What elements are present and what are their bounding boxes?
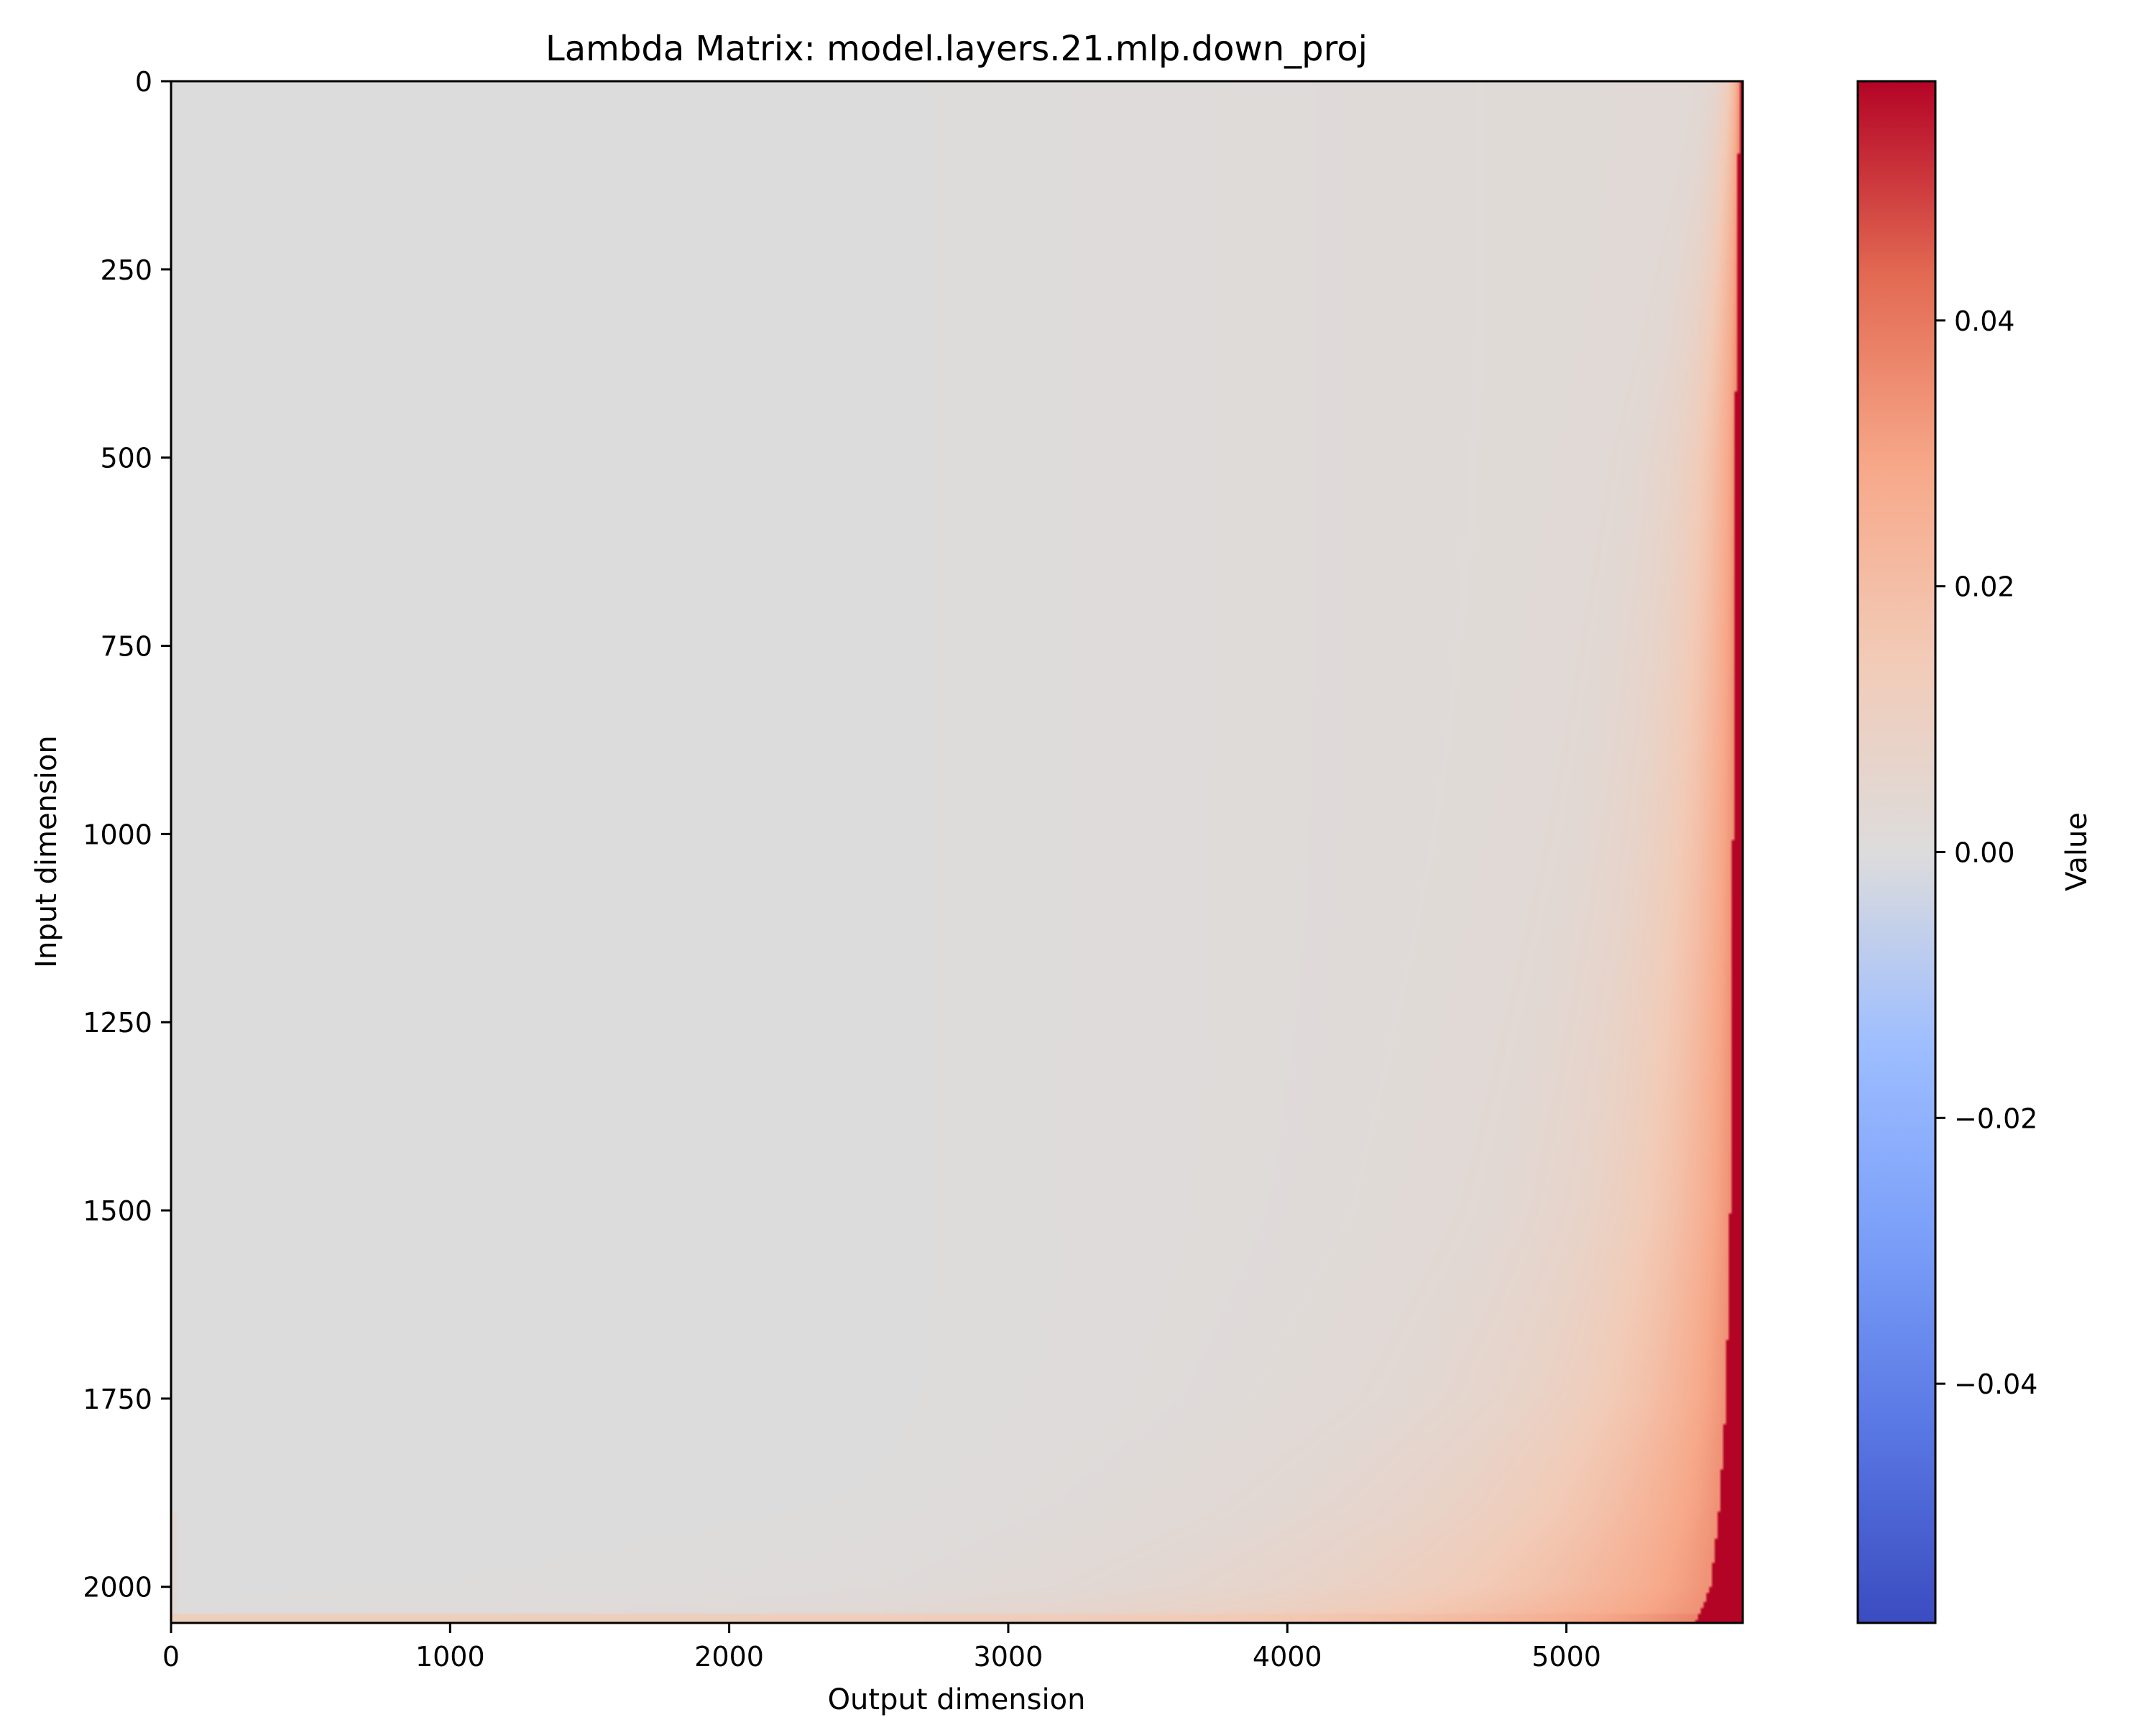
colorbar-tick-label: 0.00 (1954, 837, 2015, 869)
colorbar-tick-label: −0.02 (1954, 1103, 2037, 1134)
y-tick-label: 2000 (83, 1572, 152, 1604)
heatmap-image (171, 81, 1743, 1623)
y-axis-ticks: 0 250 500 750 1000 1250 1500 1750 2000 (83, 66, 171, 1604)
y-tick-label: 1250 (83, 1007, 152, 1039)
colorbar-ticks: 0.04 0.02 0.00 −0.02 −0.04 (1935, 305, 2037, 1400)
y-tick-label: 1000 (83, 819, 152, 850)
x-tick-label: 1000 (415, 1641, 485, 1673)
y-tick-label: 1750 (83, 1384, 152, 1415)
colorbar-tick-label: 0.02 (1954, 571, 2015, 603)
colorbar-tick-label: −0.04 (1954, 1368, 2037, 1400)
x-axis-label: Output dimension (828, 1683, 1086, 1716)
x-tick-label: 3000 (974, 1641, 1044, 1673)
colorbar-tick-label: 0.04 (1954, 305, 2015, 337)
plot-frame (170, 80, 1744, 1624)
x-tick-label: 2000 (694, 1641, 764, 1673)
y-tick-label: 750 (100, 631, 152, 663)
x-tick-label: 4000 (1253, 1641, 1322, 1673)
colorbar-label: Value (2060, 812, 2093, 891)
heatmap-plot-area (170, 80, 1744, 1624)
y-axis-label: Input dimension (30, 735, 63, 968)
chart-title: Lambda Matrix: model.layers.21.mlp.down_… (545, 29, 1368, 69)
colorbar: 0.04 0.02 0.00 −0.02 −0.04 Value (1856, 80, 2093, 1624)
y-tick-label: 250 (100, 254, 152, 286)
y-tick-label: 500 (100, 443, 152, 474)
y-tick-label: 1500 (83, 1195, 152, 1227)
x-tick-label: 0 (162, 1641, 180, 1673)
colorbar-gradient (1856, 80, 1937, 1624)
y-tick-label: 0 (135, 66, 152, 98)
x-axis-ticks: 0 1000 2000 3000 4000 5000 (162, 1623, 1601, 1673)
x-tick-label: 5000 (1531, 1641, 1601, 1673)
